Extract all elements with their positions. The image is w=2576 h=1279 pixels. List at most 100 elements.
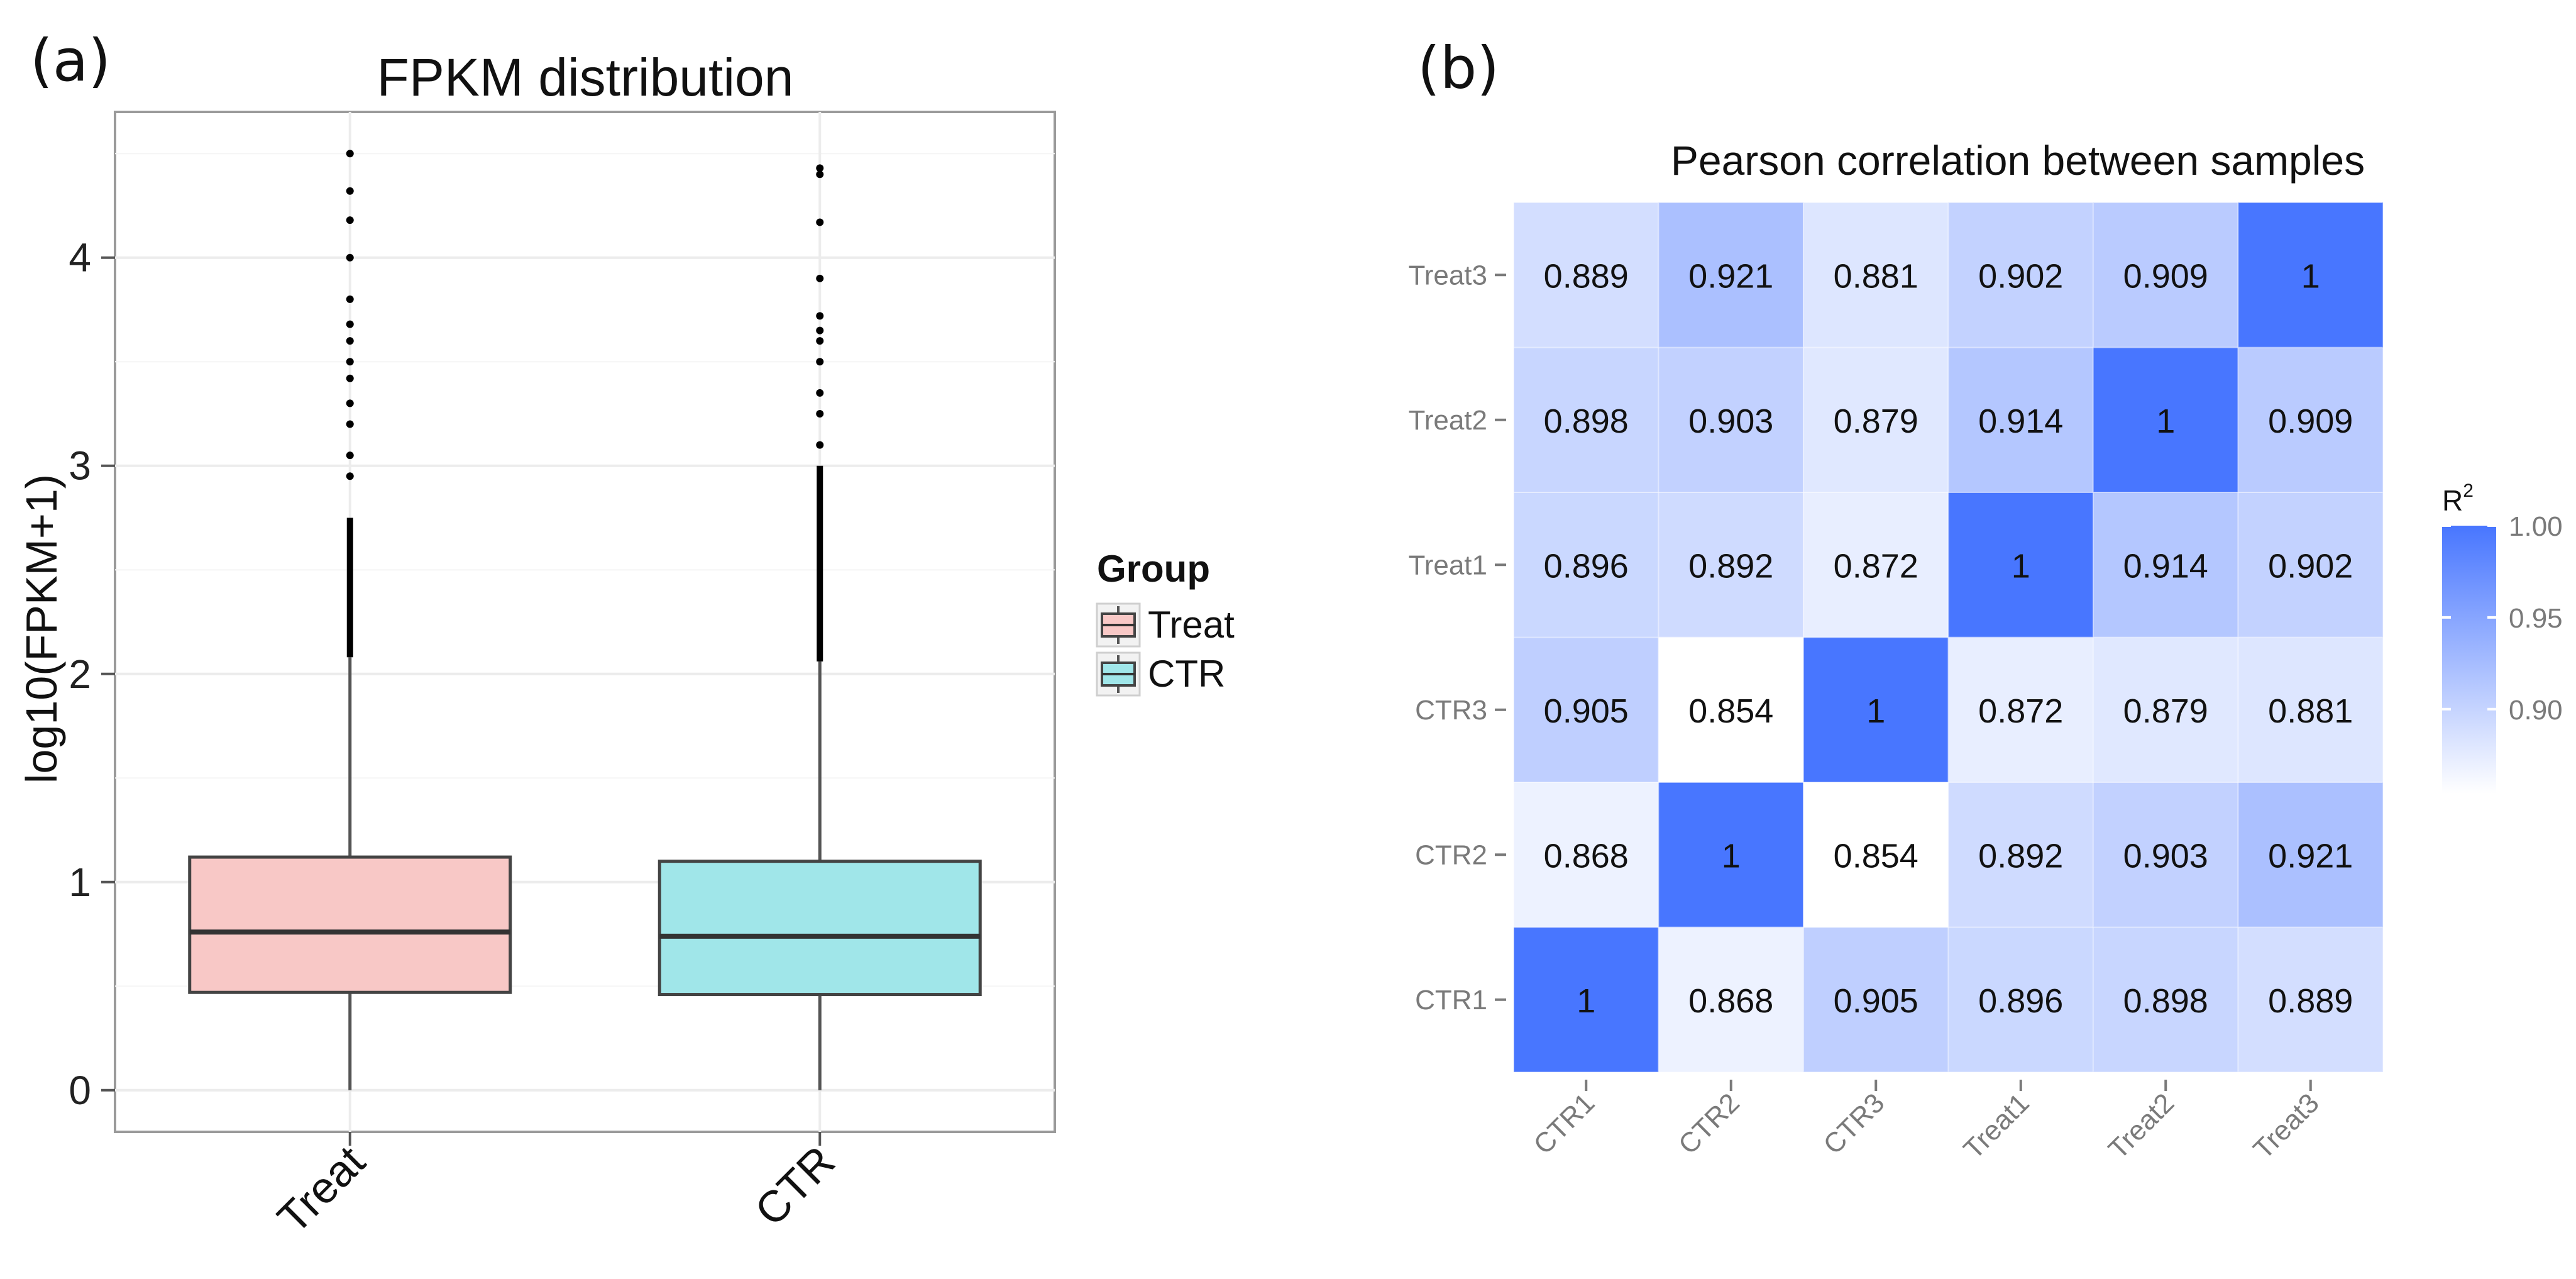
heatmap-cell: 1: [2093, 346, 2239, 493]
heatmap-cell-label: 1: [1577, 982, 1595, 1020]
heatmap-cell: 0.909: [2237, 346, 2384, 493]
x-tick-label: CTR1: [1527, 1087, 1600, 1160]
outlier-point: [816, 164, 824, 172]
outlier-point: [816, 274, 824, 282]
outlier-point: [816, 358, 824, 366]
heatmap-cell-label: 0.879: [1834, 402, 1918, 440]
y-tick-label: CTR1: [1415, 985, 1487, 1016]
heatmap-cell: 0.892: [1947, 782, 2094, 928]
x-tick-label: Treat3: [2247, 1087, 2325, 1165]
boxplot-x-ticks: Treat CTR: [268, 1132, 844, 1243]
heatmap-cell-fill: [1658, 202, 1804, 348]
heatmap-cell-label: 0.868: [1544, 837, 1629, 875]
outlier-point: [346, 187, 354, 195]
y-tick-label: 0: [69, 1068, 91, 1113]
heatmap-cell: 0.872: [1947, 636, 2094, 783]
heatmap-cell-label: 1: [2012, 547, 2030, 585]
outlier-point: [816, 409, 824, 418]
heatmap-cell: 0.892: [1658, 492, 1804, 638]
y-tick-label: Treat3: [1408, 260, 1487, 291]
heatmap-cell-label: 0.902: [2268, 547, 2353, 585]
heatmap-cell: 0.921: [1658, 202, 1804, 348]
colorbar-tick-label: 1.00: [2509, 511, 2563, 542]
heatmap-cell-fill: [1803, 346, 1949, 493]
heatmap-cell-fill: [1513, 492, 1660, 638]
heatmap-cell: 1: [1947, 492, 2094, 638]
heatmap-cell-fill: [1658, 782, 1804, 928]
y-tick-label: Treat1: [1408, 550, 1487, 580]
heatmap-cell: 0.914: [2093, 492, 2239, 638]
outlier-point: [346, 295, 354, 303]
legend-entry-treat: Treat: [1096, 602, 1235, 648]
outlier-point: [816, 170, 824, 179]
heatmap-cell-fill: [1803, 202, 1949, 348]
heatmap-colorbar-legend: R2 0.90 0.95 1.00: [2442, 480, 2563, 794]
colorbar-tick-label: 0.95: [2509, 603, 2563, 634]
heatmap-cell-label: 1: [1866, 692, 1885, 730]
boxplot-chart: FPKM distribution 0 1 2 3 4 Treat CTR log10(F…: [17, 48, 1235, 1243]
outlier-point: [816, 326, 824, 335]
outlier-point: [816, 389, 824, 397]
outlier-point: [816, 312, 824, 320]
heatmap-cell-label: 0.854: [1688, 692, 1773, 730]
heatmap-cell-fill: [2237, 346, 2384, 493]
heatmap-cell: 1: [2237, 202, 2384, 348]
x-tick-label: Treat: [268, 1136, 375, 1243]
heatmap-cell-fill: [1513, 636, 1660, 783]
x-tick-label: Treat2: [2103, 1087, 2180, 1165]
heatmap-x-labels: CTR1 CTR2 CTR3 Treat1 Treat2 Treat3: [1527, 1080, 2325, 1165]
box-iqr: [658, 860, 982, 997]
y-tick-label: 1: [69, 860, 91, 905]
box-treat: [188, 150, 512, 1090]
outlier-point: [816, 441, 824, 449]
heatmap-cell: 0.903: [2093, 782, 2239, 928]
heatmap-cell-fill: [2093, 926, 2239, 1073]
panel-label-a: (a): [30, 27, 111, 94]
box-iqr: [188, 855, 512, 994]
heatmap-cell: 0.921: [2237, 782, 2384, 928]
heatmap-cell: 0.879: [2093, 636, 2239, 783]
heatmap-cell: 0.881: [2237, 636, 2384, 783]
outlier-point: [346, 253, 354, 262]
heatmap-cell-fill: [1803, 926, 1949, 1073]
outlier-point: [346, 337, 354, 345]
boxplot-boxes: [188, 150, 982, 1090]
heatmap-cell-label: 0.872: [1978, 692, 2063, 730]
boxplot-legend: Group Treat CTR: [1096, 548, 1235, 697]
heatmap-title: Pearson correlation between samples: [1671, 137, 2365, 184]
y-tick-label: 2: [69, 651, 91, 697]
heatmap-cell-label: 0.898: [1544, 402, 1629, 440]
colorbar-title: R2: [2442, 480, 2474, 517]
legend-title-group: Group: [1097, 548, 1210, 590]
colorbar-title-superscript: 2: [2463, 480, 2474, 501]
colorbar-tick-label: 0.90: [2509, 695, 2563, 726]
heatmap-cell: 1: [1658, 782, 1804, 928]
heatmap-cell-label: 0.881: [1834, 257, 1918, 295]
heatmap-cell: 0.914: [1947, 346, 2094, 493]
x-tick-label: Treat1: [1957, 1087, 2035, 1165]
heatmap-cell-fill: [1947, 346, 2094, 493]
boxplot-y-axis-label: log10(FPKM+1): [17, 474, 66, 783]
heatmap-cell-label: 0.892: [1688, 547, 1773, 585]
heatmap-cell-fill: [1513, 926, 1660, 1073]
outlier-point: [346, 358, 354, 366]
outlier-point: [346, 420, 354, 428]
heatmap-cell-label: 0.909: [2123, 257, 2208, 295]
outlier-point: [346, 374, 354, 382]
heatmap-cell-label: 0.921: [1688, 257, 1773, 295]
heatmap-chart: Pearson correlation between samples 1 0.8…: [1408, 137, 2562, 1165]
x-tick-label: CTR2: [1673, 1087, 1746, 1160]
heatmap-cell-label: 0.898: [2123, 982, 2208, 1020]
heatmap-cell-label: 1: [1722, 837, 1741, 875]
boxplot-y-ticks: 0 1 2 3 4: [69, 235, 115, 1113]
heatmap-cell: 0.854: [1803, 782, 1949, 928]
heatmap-cell-label: 0.903: [1688, 402, 1773, 440]
heatmap-cell-label: 0.903: [2123, 837, 2208, 875]
heatmap-cell-fill: [2237, 926, 2384, 1073]
legend-label: CTR: [1148, 653, 1225, 695]
heatmap-cell-fill: [1947, 782, 2094, 928]
heatmap-cell: 0.898: [1513, 346, 1660, 493]
heatmap-cell-label: 0.881: [2268, 692, 2353, 730]
colorbar: [2442, 526, 2496, 794]
heatmap-cell-label: 0.896: [1544, 547, 1629, 585]
